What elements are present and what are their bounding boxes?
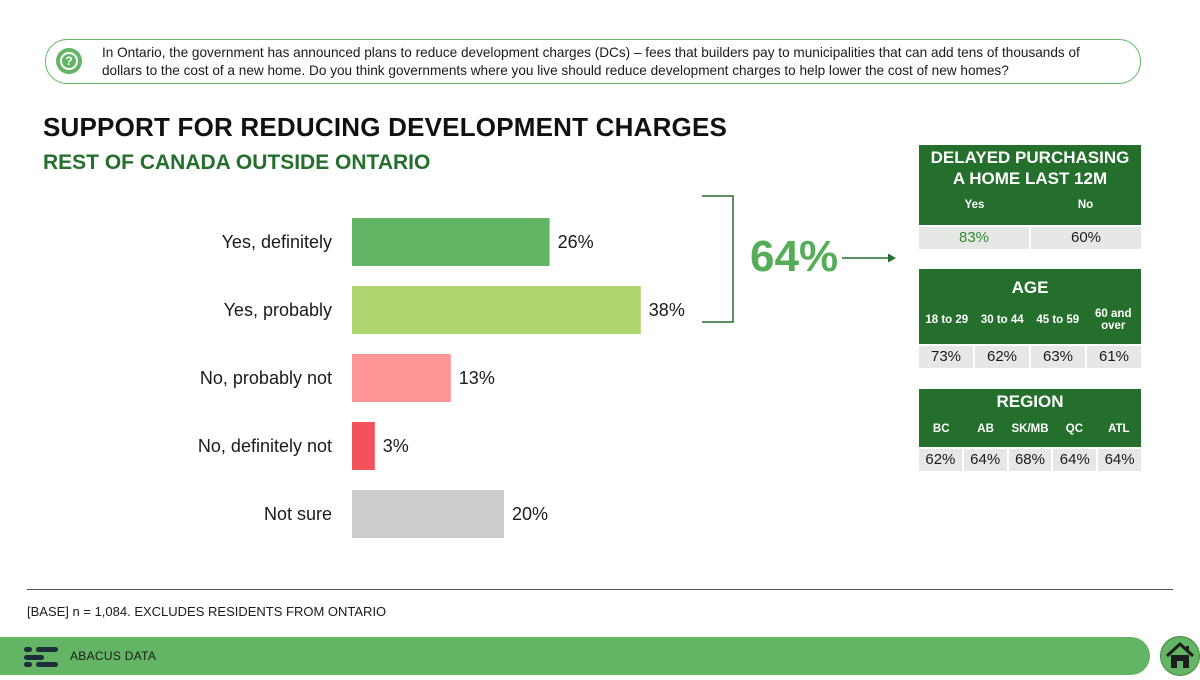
value-cell: 68% — [1006, 449, 1052, 471]
value-cell: 64% — [1096, 449, 1141, 471]
column-label: Yes — [964, 199, 985, 211]
panel-header: DELAYED PURCHASING A HOME LAST 12M Yes N… — [919, 145, 1141, 225]
value-cell: 63% — [1029, 346, 1085, 368]
bar — [352, 490, 504, 538]
value-cell: 64% — [1051, 449, 1096, 471]
bar — [352, 354, 451, 402]
panel-title: DELAYED PURCHASING — [930, 148, 1130, 167]
column-label: BC — [932, 422, 950, 435]
question-text: In Ontario, the government has announced… — [102, 45, 1080, 78]
panel-columns: 18 to 29 30 to 44 45 to 59 60 and over — [919, 298, 1141, 342]
bar — [352, 218, 550, 266]
value-cell: 64% — [961, 449, 1007, 471]
home-icon — [1165, 642, 1195, 668]
panel-header: AGE 18 to 29 30 to 44 45 to 59 60 and ov… — [919, 269, 1141, 344]
value-label: 13% — [459, 368, 495, 388]
panel-columns: BC AB SK/MB QC ATL — [919, 412, 1141, 445]
value-label: 26% — [558, 232, 594, 252]
value-label: 38% — [649, 300, 685, 320]
category-label: Yes, probably — [224, 300, 332, 320]
question-box: ? In Ontario, the government has announc… — [45, 39, 1141, 84]
category-label: No, probably not — [200, 368, 332, 388]
divider — [27, 589, 1173, 590]
panel-title: REGION — [996, 392, 1064, 411]
column-label: SK/MB — [1011, 422, 1049, 435]
value-cell: 61% — [1085, 346, 1141, 368]
value-cell: 83% — [958, 229, 990, 246]
panel-region: REGION BC AB SK/MB QC ATL 62% 64% 68% 64… — [919, 389, 1141, 471]
panel-values: 83% 60% — [919, 227, 1141, 249]
value-label: 20% — [512, 504, 548, 524]
arrow-right-icon — [842, 253, 896, 263]
column-label: QC — [1065, 422, 1084, 435]
footer-bar: ABACUS DATA — [0, 637, 1150, 675]
value-cell: 62% — [925, 451, 956, 468]
abacus-logo-icon — [24, 647, 58, 667]
column-label: 18 to 29 — [925, 314, 969, 326]
panel-age: AGE 18 to 29 30 to 44 45 to 59 60 and ov… — [919, 269, 1141, 368]
bar — [352, 286, 641, 334]
panel-header: REGION BC AB SK/MB QC ATL — [919, 389, 1141, 447]
panel-title-line2: A HOME LAST 12M — [952, 169, 1108, 188]
column-label: ATL — [1108, 422, 1130, 435]
column-label: 60 and over — [1095, 308, 1132, 332]
category-label: Not sure — [264, 504, 332, 524]
column-label: 45 to 59 — [1036, 314, 1080, 326]
value-cell: 62% — [973, 346, 1029, 368]
value-cell: 60% — [1029, 227, 1141, 249]
column-label: 30 to 44 — [980, 314, 1024, 326]
value-label: 3% — [383, 436, 409, 456]
column-label: AB — [977, 422, 994, 435]
bar — [352, 422, 375, 470]
column-label: No — [1077, 199, 1094, 211]
base-note: [BASE] n = 1,084. EXCLUDES RESIDENTS FRO… — [27, 604, 387, 619]
panel-values: 62% 64% 68% 64% 64% — [919, 449, 1141, 471]
page-subtitle: REST OF CANADA OUTSIDE ONTARIO — [43, 151, 431, 174]
category-label: Yes, definitely — [222, 232, 332, 252]
brand-name: ABACUS DATA — [70, 649, 157, 663]
panel-columns: Yes No — [919, 189, 1141, 221]
panel-title: AGE — [1011, 278, 1049, 297]
value-cell: 73% — [930, 348, 962, 365]
callout-bracket — [702, 195, 734, 323]
page-title: SUPPORT FOR REDUCING DEVELOPMENT CHARGES — [43, 112, 728, 142]
category-label: No, definitely not — [198, 436, 332, 456]
panel-delayed-purchasing: DELAYED PURCHASING A HOME LAST 12M Yes N… — [919, 145, 1141, 249]
question-icon: ? — [56, 48, 82, 74]
panel-values: 73% 62% 63% 61% — [919, 346, 1141, 368]
home-button[interactable] — [1160, 636, 1200, 676]
bar-chart: Yes, definitely 26% Yes, probably 38% No, pr… — [198, 218, 685, 538]
callout-total: 64% — [750, 232, 839, 281]
